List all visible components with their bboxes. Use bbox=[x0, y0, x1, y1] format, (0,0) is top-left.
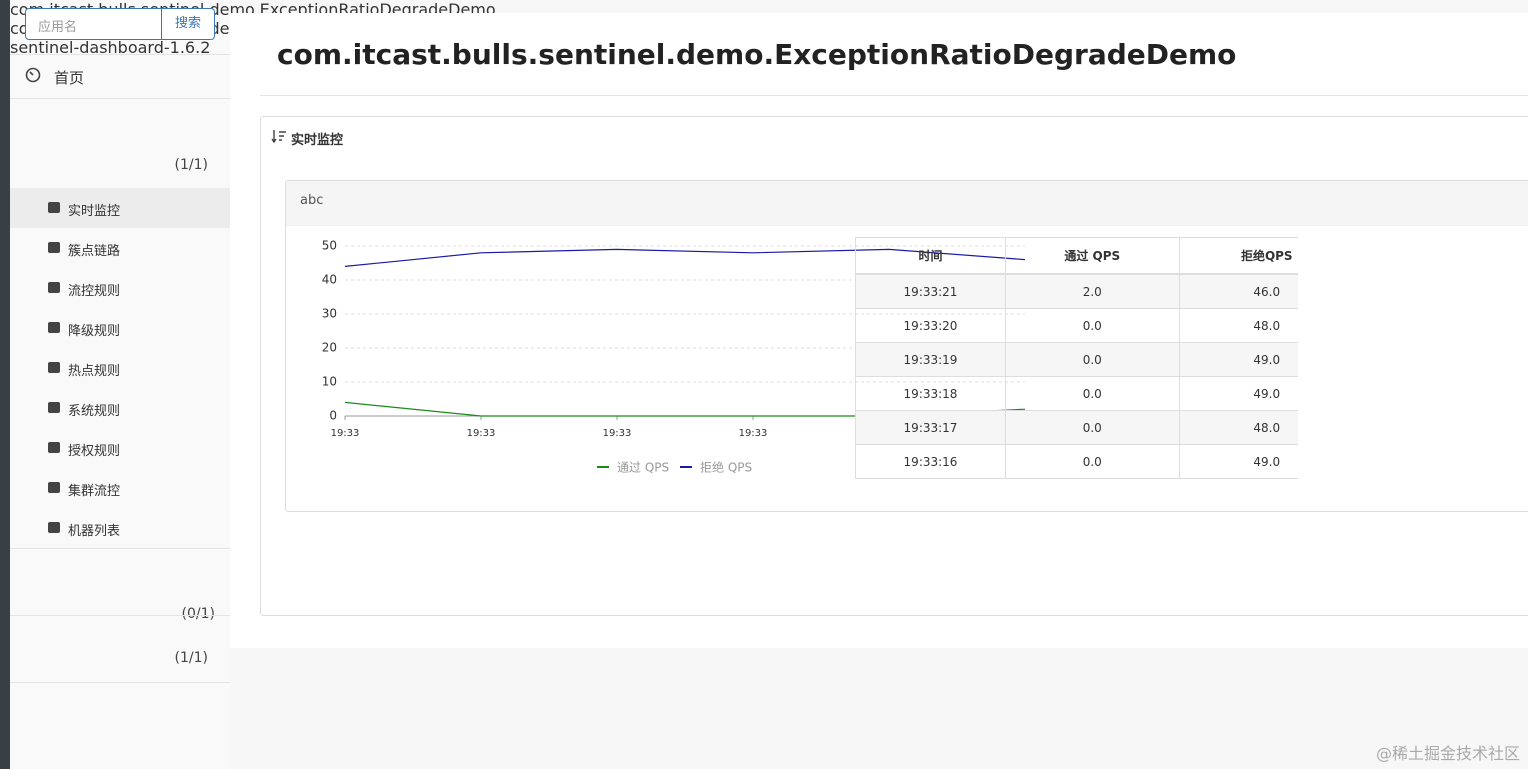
resource-header: abc bbox=[286, 181, 1528, 226]
column-header: 拒绝QPS bbox=[1178, 237, 1298, 275]
table-cell: 48.0 bbox=[1178, 410, 1298, 445]
separator bbox=[10, 548, 230, 549]
y-tick-label: 20 bbox=[322, 341, 337, 355]
column-header: 时间 bbox=[855, 237, 1007, 275]
table-cell: 2.0 bbox=[1005, 273, 1180, 309]
legend-label: 通过 QPS bbox=[617, 461, 669, 475]
table-cell: 19:33:16 bbox=[855, 444, 1007, 479]
y-tick-label: 10 bbox=[322, 375, 337, 389]
menu-item[interactable]: 授权规则 bbox=[68, 444, 121, 459]
y-tick-label: 30 bbox=[322, 307, 337, 321]
table-cell: 0.0 bbox=[1005, 342, 1180, 377]
table-row: 19:33:19 0.0 49.0 bbox=[855, 342, 1298, 377]
y-tick-label: 50 bbox=[322, 239, 337, 253]
menu-icon bbox=[48, 442, 60, 453]
page-title: com.itcast.bulls.sentinel.demo.Exception… bbox=[277, 38, 1237, 71]
app-count: (1/1) bbox=[174, 650, 208, 666]
separator bbox=[10, 615, 230, 616]
app-count: (0/1) bbox=[181, 606, 215, 622]
table-cell: 49.0 bbox=[1178, 444, 1298, 479]
table-row: 19:33:18 0.0 49.0 bbox=[855, 376, 1298, 411]
table-row: 19:33:21 2.0 46.0 bbox=[855, 273, 1298, 309]
menu-icon bbox=[48, 322, 60, 333]
x-tick-label: 19:33 bbox=[331, 428, 360, 439]
x-tick-label: 19:33 bbox=[739, 428, 768, 439]
menu-item[interactable]: 集群流控 bbox=[68, 484, 121, 499]
y-tick-label: 40 bbox=[322, 273, 337, 287]
resource-name: abc bbox=[300, 193, 324, 208]
menu-icon bbox=[48, 282, 60, 293]
separator bbox=[10, 98, 230, 99]
x-tick-label: 19:33 bbox=[603, 428, 632, 439]
app-name[interactable]: sentinel-dashboard-1.6.2 bbox=[10, 38, 211, 57]
search-box[interactable]: 应用名 搜索 bbox=[25, 8, 215, 40]
table-cell: 19:33:20 bbox=[855, 308, 1007, 343]
table-cell: 19:33:19 bbox=[855, 342, 1007, 377]
table-cell: 19:33:21 bbox=[855, 273, 1007, 309]
menu-icon bbox=[48, 242, 60, 253]
menu-icon bbox=[48, 482, 60, 493]
menu-item[interactable]: 机器列表 bbox=[68, 524, 121, 539]
table-cell: 19:33:17 bbox=[855, 410, 1007, 445]
table-cell: 48.0 bbox=[1178, 308, 1298, 343]
background-window bbox=[0, 0, 10, 769]
home-link[interactable]: 首页 bbox=[54, 69, 85, 87]
table-row: 19:33:20 0.0 48.0 bbox=[855, 308, 1298, 343]
panel-title: 实时监控 bbox=[291, 133, 344, 148]
menu-icon bbox=[48, 402, 60, 413]
separator bbox=[10, 54, 230, 55]
table-row: 19:33:17 0.0 48.0 bbox=[855, 410, 1298, 445]
separator bbox=[10, 682, 230, 683]
table-cell: 49.0 bbox=[1178, 376, 1298, 411]
sort-icon bbox=[271, 130, 286, 144]
column-header: 通过 QPS bbox=[1005, 237, 1180, 275]
monitor-panel: 实时监控 abc bbox=[260, 116, 1528, 616]
table-row: 19:33:16 0.0 49.0 bbox=[855, 444, 1298, 479]
menu-item[interactable]: 流控规则 bbox=[68, 284, 121, 299]
menu-item[interactable]: 热点规则 bbox=[68, 364, 121, 379]
table-cell: 0.0 bbox=[1005, 376, 1180, 411]
y-tick-label: 0 bbox=[329, 409, 337, 423]
dashboard-icon bbox=[25, 67, 41, 83]
menu-icon bbox=[48, 522, 60, 533]
table-cell: 0.0 bbox=[1005, 444, 1180, 479]
menu-icon bbox=[48, 202, 60, 213]
menu-active-bg bbox=[10, 188, 230, 228]
legend-label: 拒绝 QPS bbox=[700, 460, 752, 475]
resource-card: abc bbox=[285, 180, 1528, 512]
qps-table: 时间 通过 QPS 拒绝QPS 19:33:21 2.0 46.0 19:33:20 0.0 4… bbox=[855, 237, 1298, 479]
menu-item[interactable]: 簇点链路 bbox=[68, 244, 121, 259]
menu-item[interactable]: 系统规则 bbox=[68, 404, 121, 419]
table-cell: 19:33:18 bbox=[855, 376, 1007, 411]
x-tick-label: 19:33 bbox=[467, 428, 496, 439]
table-cell: 46.0 bbox=[1178, 273, 1298, 309]
menu-icon bbox=[48, 362, 60, 373]
table-cell: 49.0 bbox=[1178, 342, 1298, 377]
menu-item[interactable]: 降级规则 bbox=[68, 324, 121, 339]
table-cell: 0.0 bbox=[1005, 410, 1180, 445]
table-cell: 0.0 bbox=[1005, 308, 1180, 343]
watermark: @稀土掘金技术社区 bbox=[1375, 744, 1520, 763]
menu-item[interactable]: 实时监控 bbox=[68, 204, 121, 219]
search-placeholder: 应用名 bbox=[38, 20, 78, 35]
app-count: (1/1) bbox=[174, 157, 208, 173]
search-button[interactable]: 搜索 bbox=[161, 9, 214, 39]
separator bbox=[260, 95, 1528, 96]
